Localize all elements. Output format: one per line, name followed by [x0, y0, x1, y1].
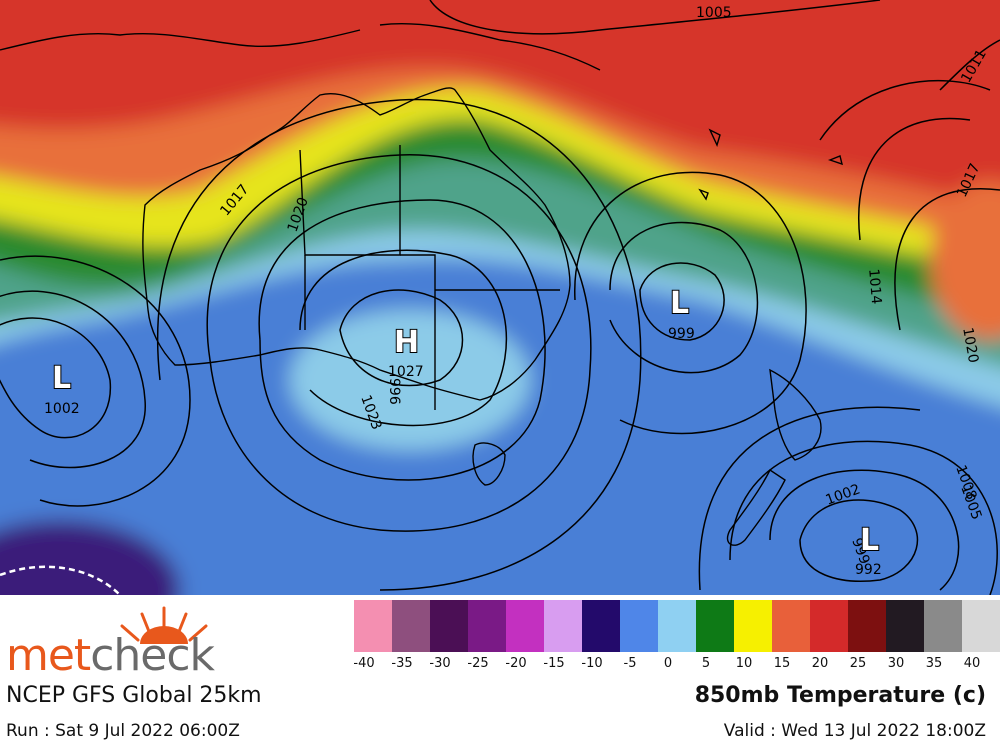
legend-swatch: [810, 600, 849, 652]
legend-swatch: [620, 600, 659, 652]
pressure-centers: L 1002 H 1027 L 999 L 992: [44, 285, 882, 578]
legend-tick-label: -25: [467, 656, 489, 671]
logo-text-met: met: [6, 630, 91, 681]
low-pressure-letter: L: [670, 286, 689, 321]
legend-tick-label: 25: [849, 656, 867, 671]
legend-swatch: [962, 600, 1000, 652]
legend-tick-label: -10: [581, 656, 603, 671]
legend-swatch: [772, 600, 811, 652]
legend-swatch: [354, 600, 393, 652]
legend-swatch: [544, 600, 583, 652]
low-pressure-value: 999: [668, 326, 695, 342]
high-pressure-letter: H: [394, 325, 419, 360]
legend-tick-label: -5: [623, 656, 637, 671]
legend-tick-label: -35: [391, 656, 413, 671]
legend-tick-label: 10: [735, 656, 753, 671]
color-legend: -40 -35 -30 -25 -20 -15 -10 -5 0 5 10 15 20 25 30 35 40: [353, 600, 1000, 676]
low-pressure-value: 992: [855, 562, 882, 578]
legend-swatch: [658, 600, 697, 652]
legend-tick-label: 35: [925, 656, 943, 671]
isobars: [0, 0, 1000, 595]
legend-swatch: [506, 600, 545, 652]
isobar-label: 1020: [959, 326, 981, 364]
legend-swatch: [430, 600, 469, 652]
legend-tick-label: 15: [773, 656, 791, 671]
brand-logo: metcheck: [6, 630, 215, 681]
high-pressure-value: 1027: [388, 364, 424, 380]
dashed-contour: [0, 565, 121, 595]
isobar-label: 996: [386, 378, 402, 405]
low-pressure-letter: L: [860, 523, 879, 558]
legend-swatch: [734, 600, 773, 652]
legend-swatch: [392, 600, 431, 652]
isobar-label: 1014: [865, 268, 884, 305]
valid-time: Valid : Wed 13 Jul 2022 18:00Z: [723, 721, 986, 741]
legend-swatch: [848, 600, 887, 652]
legend-swatch: [924, 600, 963, 652]
legend-tick-label: -15: [543, 656, 565, 671]
legend-swatch: [582, 600, 621, 652]
legend-tick-label: 0: [663, 656, 673, 671]
low-pressure-value: 1002: [44, 401, 80, 417]
temperature-map-svg: 1005 1011 1017 1017 1020 1023 1014 1020 …: [0, 0, 1000, 595]
legend-tick-label: 30: [887, 656, 905, 671]
weather-map: 1005 1011 1017 1017 1020 1023 1014 1020 …: [0, 0, 1000, 595]
logo-text-check: check: [90, 630, 215, 681]
temperature-bands: [0, 0, 1000, 595]
legend-tick-label: 40: [963, 656, 981, 671]
legend-swatch: [886, 600, 925, 652]
legend-tick-label: -40: [353, 656, 375, 671]
run-time: Run : Sat 9 Jul 2022 06:00Z: [6, 721, 240, 741]
legend-tick-label: -20: [505, 656, 527, 671]
legend-swatch: [468, 600, 507, 652]
model-name: NCEP GFS Global 25km: [6, 683, 262, 708]
legend-swatch: [696, 600, 735, 652]
isobar-label: 1005: [696, 5, 732, 21]
parameter-title: 850mb Temperature (c): [694, 683, 986, 708]
low-pressure-letter: L: [52, 361, 71, 396]
coastlines: [0, 22, 843, 546]
legend-tick-label: 20: [811, 656, 829, 671]
metcheck-logo-icon: [120, 606, 208, 644]
legend-tick-label: 5: [701, 656, 711, 671]
legend-tick-label: -30: [429, 656, 451, 671]
isobar-labels: 1005 1011 1017 1017 1020 1023 1014 1020 …: [217, 5, 990, 566]
